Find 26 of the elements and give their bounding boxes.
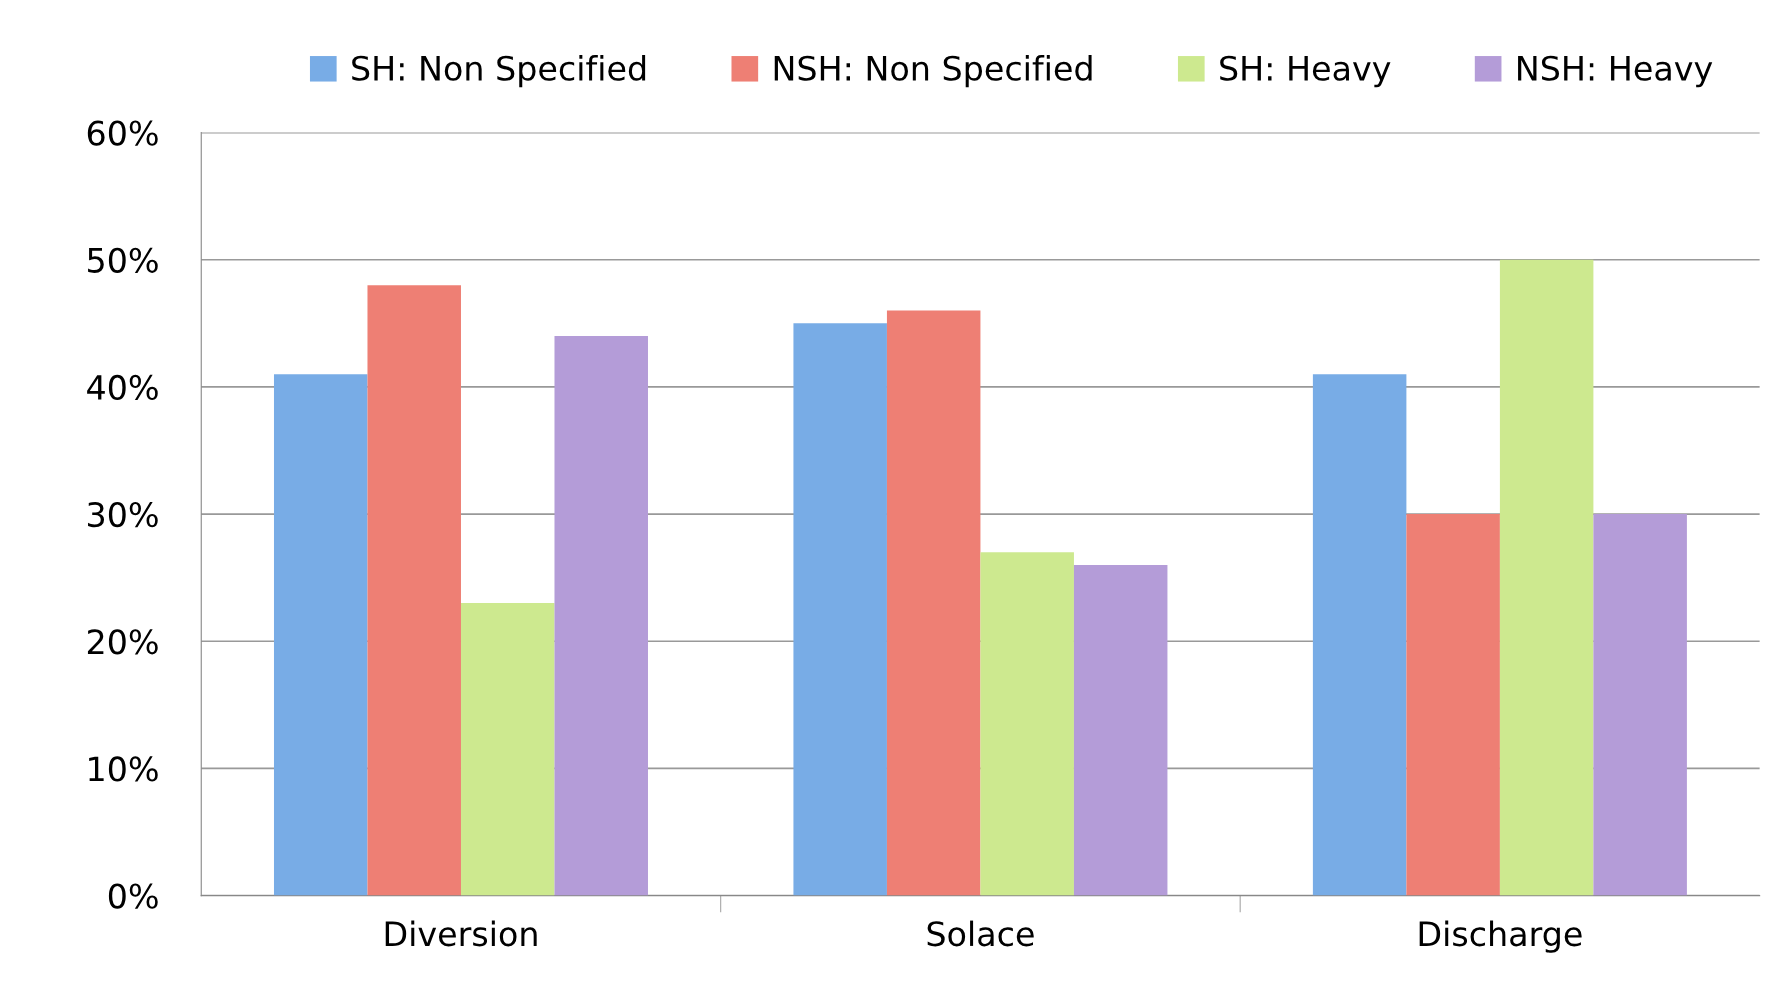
bar <box>460 603 555 896</box>
bar <box>367 285 461 896</box>
y-tick-label: 30% <box>88 502 158 528</box>
bar <box>554 336 648 896</box>
y-tick-label: 60% <box>87 120 158 146</box>
legend-label: SH: Non Specified <box>352 55 646 88</box>
bar <box>1499 259 1594 896</box>
y-tick-label: 0% <box>108 883 158 909</box>
bar <box>1406 514 1500 896</box>
y-tick-label: 50% <box>88 247 158 273</box>
y-tick-label: 10% <box>89 756 158 782</box>
legend-label: NSH: Heavy <box>1518 55 1713 88</box>
x-tick-label: Diversion <box>385 920 537 947</box>
legend-label: NSH: Non Specified <box>774 55 1092 88</box>
x-tick-label: Discharge <box>1419 920 1582 953</box>
x-tick-label: Solace <box>927 920 1034 947</box>
bar <box>1073 564 1168 896</box>
bar <box>1593 514 1687 896</box>
bar <box>273 374 368 896</box>
y-tick-label: 40% <box>87 374 158 401</box>
y-tick-label: 20% <box>87 629 158 655</box>
bar <box>1312 374 1407 896</box>
legend-label: SH: Heavy <box>1220 55 1391 88</box>
bar <box>793 323 887 896</box>
bar <box>980 552 1074 896</box>
bar <box>886 310 981 896</box>
